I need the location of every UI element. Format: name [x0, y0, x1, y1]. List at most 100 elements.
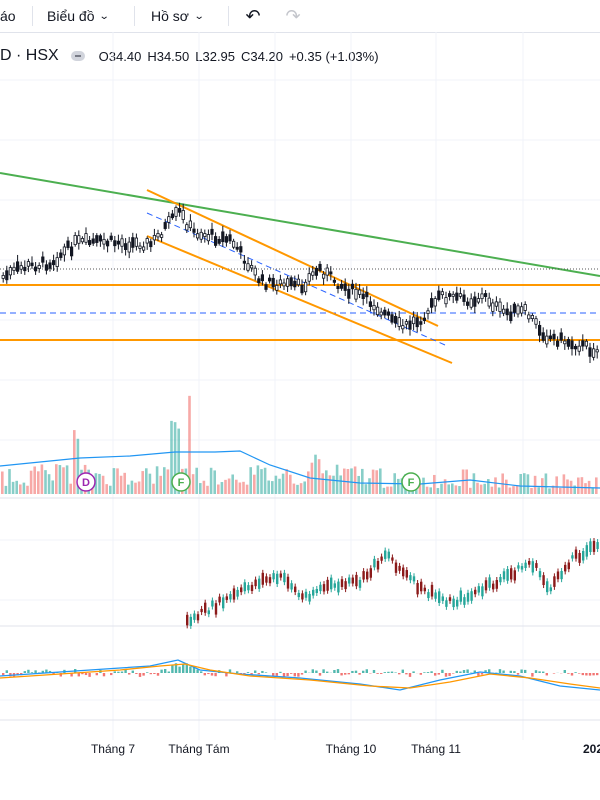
indicator-candle-body — [218, 596, 221, 603]
price-candle-body — [138, 245, 142, 249]
volume-bar — [8, 469, 11, 494]
price-candle-body — [451, 293, 455, 297]
volume-bar — [595, 477, 598, 494]
macd-histogram-bar — [192, 666, 196, 673]
macd-histogram-bar — [160, 669, 163, 673]
redo-icon[interactable]: ↷ — [285, 5, 301, 26]
volume-bar — [523, 473, 526, 494]
indicator-candle-body — [186, 614, 189, 626]
volume-bar — [112, 468, 116, 494]
price-candle-body — [559, 332, 563, 341]
price-candle-body — [455, 292, 459, 301]
indicator-candle-body — [589, 541, 592, 553]
macd-histogram-bar — [5, 670, 8, 673]
undo-icon[interactable]: ↶ — [245, 5, 261, 26]
macd-histogram-bar — [516, 673, 520, 675]
indicator-candle-body — [506, 569, 509, 581]
volume-bar — [371, 469, 375, 494]
macd-histogram-bar — [448, 673, 451, 676]
volume-bar — [155, 466, 159, 494]
macd-histogram-bar — [142, 673, 145, 676]
indicator-candle-body — [592, 540, 596, 552]
macd-histogram-bar — [588, 673, 592, 676]
price-candle-body — [84, 233, 88, 243]
price-candle-body — [361, 293, 365, 299]
price-candle-body — [487, 297, 491, 307]
volume-bar — [152, 483, 155, 494]
volume-bar — [235, 479, 238, 494]
macd-histogram-bar — [524, 669, 527, 673]
macd-histogram-bar — [412, 671, 415, 673]
indicator-candle-body — [384, 550, 387, 559]
profile-menu-label: Hồ sơ — [151, 8, 189, 24]
price-candle-body — [221, 231, 225, 243]
volume-bar — [199, 483, 202, 494]
indicator-candle-body — [502, 571, 506, 580]
volume-bar — [487, 479, 490, 494]
volume-bar — [429, 487, 432, 494]
event-marker-letter: F — [178, 477, 185, 489]
indicator-candle-body — [308, 593, 311, 602]
chart-menu-label: Biểu đồ — [47, 8, 95, 24]
price-candle-body — [149, 241, 153, 248]
macd-histogram-bar — [275, 673, 278, 676]
volume-bar — [515, 485, 519, 494]
price-candle-body — [483, 293, 488, 297]
macd-histogram-bar — [333, 670, 336, 673]
event-marker-circle — [171, 472, 191, 492]
indicator-candle-body — [247, 585, 250, 591]
macd-histogram-bar — [398, 673, 401, 675]
indicator-candle-body — [466, 592, 470, 602]
macd-histogram-bar — [70, 673, 73, 677]
macd-signal-line — [0, 663, 600, 689]
symbol-legend: D · HSX O34.40 H34.50 L32.95 C34.20 +0.35 (+… — [0, 44, 385, 68]
price-candle-body — [131, 237, 135, 248]
volume-bar — [116, 468, 119, 494]
volume-bar — [37, 471, 40, 494]
indicator-candle-body — [445, 600, 448, 607]
volume-bar — [206, 485, 209, 494]
eye-toggle-icon[interactable] — [70, 51, 85, 61]
price-candle-body — [285, 278, 290, 287]
indicator-candle-body — [571, 555, 574, 559]
price-candle-body — [224, 236, 228, 243]
price-candle-body — [375, 306, 380, 316]
macd-histogram-bar — [578, 673, 581, 674]
volume-bar — [443, 479, 447, 494]
price-candle-body — [156, 233, 160, 238]
toolbar-partial-item[interactable]: áo — [0, 8, 16, 24]
macd-histogram-bar — [365, 669, 368, 673]
volume-bar — [11, 481, 15, 494]
volume-bar — [526, 474, 530, 494]
price-candle-body — [411, 316, 416, 325]
price-candle-body — [379, 311, 383, 316]
macd-histogram-bar — [185, 663, 188, 673]
macd-histogram-bar — [513, 671, 516, 673]
change-value: +0.35 (+1.03%) — [288, 48, 379, 64]
macd-histogram-bar — [552, 673, 556, 674]
volume-bar — [368, 478, 371, 494]
price-candle-body — [314, 267, 319, 276]
volume-bar — [307, 471, 310, 494]
chart-menu-button[interactable]: Biểu đồ ⌄ — [47, 0, 110, 32]
volume-bar — [299, 483, 303, 494]
macd-histogram-bar — [297, 673, 300, 677]
symbol-name[interactable]: D · HSX — [0, 47, 59, 64]
volume-bar — [436, 488, 440, 494]
price-candle-body — [321, 273, 326, 279]
x-axis-year-label: 202 — [583, 742, 600, 756]
volume-bar — [479, 484, 483, 494]
price-candle-body — [357, 289, 362, 295]
volume-bar — [227, 478, 231, 494]
volume-bar — [137, 481, 141, 494]
macd-histogram-bar — [124, 669, 127, 673]
price-candle-body — [152, 235, 156, 241]
price-candle-body — [253, 267, 257, 276]
price-candle-body — [282, 282, 286, 287]
volume-bar — [454, 485, 458, 494]
volume-bar — [163, 467, 166, 494]
profile-menu-button[interactable]: Hồ sơ ⌄ — [151, 0, 205, 32]
volume-bar — [58, 465, 62, 494]
price-candle-body — [127, 241, 131, 253]
